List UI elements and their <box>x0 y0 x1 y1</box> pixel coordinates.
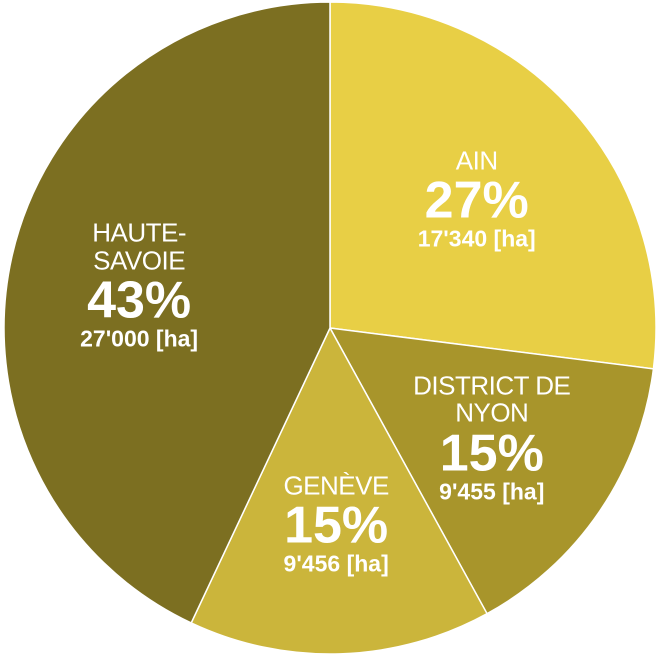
area-label: 17'340 [ha] <box>417 225 536 252</box>
value-label: 27% <box>424 171 529 230</box>
area-label: 9'455 [ha] <box>439 478 545 505</box>
pie-slice <box>190 326 489 655</box>
slice-label: GENÈVE 15% 9'456 [ha] <box>283 469 389 577</box>
area-label: 9'456 [ha] <box>283 550 389 577</box>
category-label: HAUTE-SAVOIE <box>92 217 186 276</box>
slice-label: DISTRICT DE NYON 15% 9'455 [ha] <box>408 370 575 505</box>
area-label: 27'000 [ha] <box>80 325 199 352</box>
pie-slice <box>329 1 657 370</box>
pie-slice <box>328 327 655 615</box>
category-label: AIN <box>455 144 498 175</box>
slice-label: AIN 27% 17'340 [ha] <box>417 144 536 252</box>
value-label: 15% <box>284 496 389 555</box>
value-label: 43% <box>87 271 192 330</box>
category-label: GENÈVE <box>283 469 389 500</box>
value-label: 15% <box>439 424 544 483</box>
slice-label: HAUTE-SAVOIE 43% 27'000 [ha] <box>64 217 214 352</box>
category-label: DISTRICT DE NYON <box>413 370 571 428</box>
pie-slice <box>3 1 331 624</box>
